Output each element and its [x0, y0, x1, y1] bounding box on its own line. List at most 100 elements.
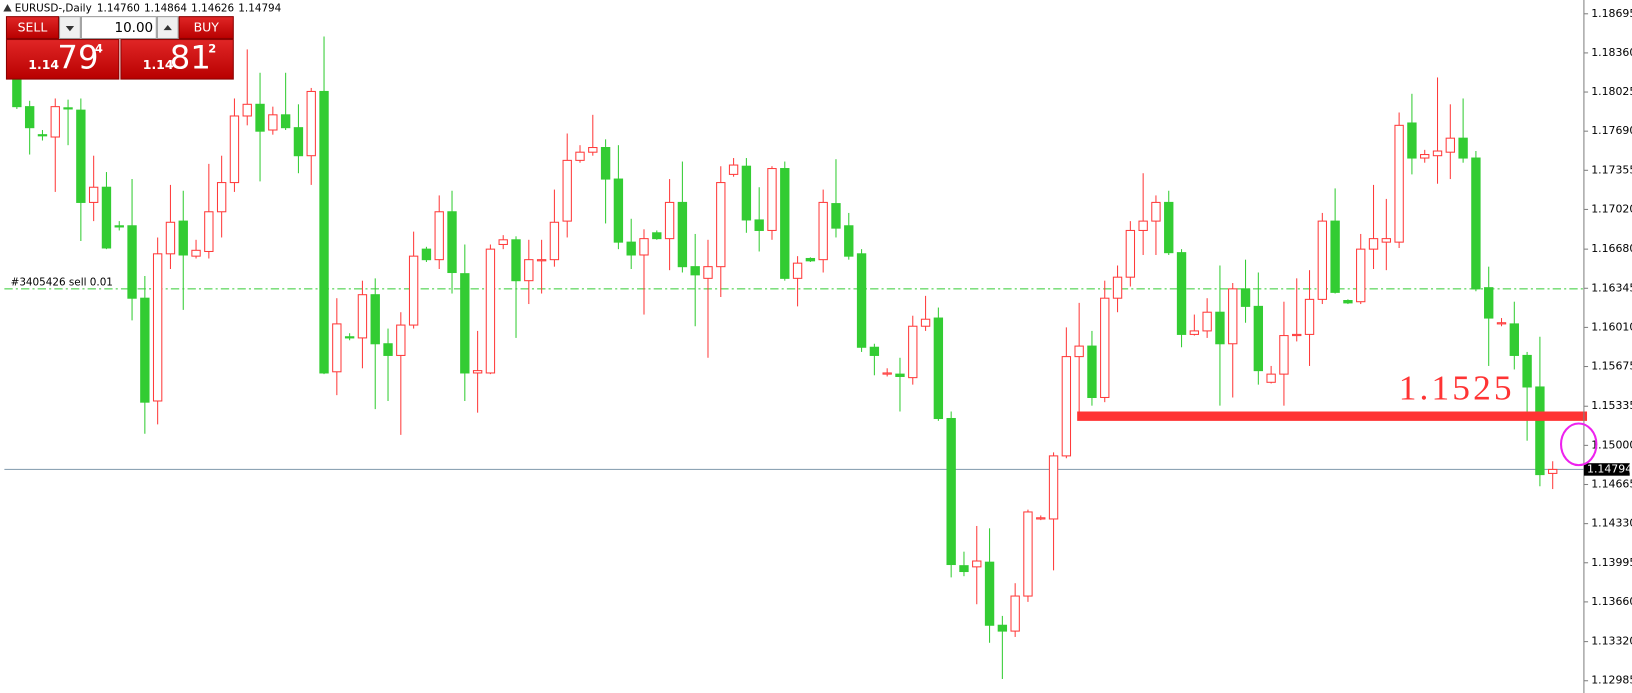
candle-body	[805, 257, 816, 262]
candle-body	[1535, 386, 1545, 476]
candle-body	[12, 76, 22, 108]
y-tick-label: 1.16345	[1591, 281, 1632, 294]
y-tick-label: 1.14330	[1591, 517, 1632, 530]
header-icon	[3, 4, 12, 12]
candle-body	[1266, 373, 1276, 383]
candle-body	[1023, 511, 1033, 597]
y-tick-label: 1.14665	[1591, 478, 1632, 491]
candle-body	[140, 297, 150, 403]
buy-button[interactable]	[178, 16, 234, 40]
candle-body	[1471, 157, 1481, 290]
candle-body	[114, 225, 124, 228]
y-tick-label: 1.13995	[1591, 556, 1632, 569]
y-tick-label: 1.16010	[1591, 320, 1632, 333]
candle-body	[293, 127, 304, 157]
candle-body	[728, 164, 739, 175]
candle-body	[165, 221, 176, 255]
candle-body	[1151, 201, 1161, 222]
candle-body	[895, 373, 905, 377]
candle-body	[1164, 201, 1174, 254]
candle-body	[396, 324, 406, 356]
candle-body	[882, 372, 892, 375]
candle-body	[613, 178, 624, 243]
candle-body	[1189, 330, 1200, 335]
candle-body	[255, 103, 265, 132]
candle-body	[792, 262, 803, 279]
y-tick-label: 1.17020	[1591, 202, 1632, 215]
buy-price-box[interactable]	[120, 39, 234, 80]
candle-body	[408, 255, 419, 326]
candle-body	[1074, 345, 1084, 358]
candle-body	[332, 323, 342, 373]
candle-body	[37, 134, 48, 137]
up-arrow	[163, 24, 172, 31]
candle-body	[690, 266, 700, 276]
candle-body	[818, 201, 828, 261]
candle-body	[562, 159, 572, 222]
candle-body	[946, 417, 956, 566]
candle-body	[997, 624, 1008, 632]
sell-label[interactable]: SELL	[18, 20, 48, 35]
candle-body	[344, 336, 355, 339]
ohlc-low: 1.14626	[191, 2, 234, 14]
order-label: #3405426 sell 0.01	[11, 277, 113, 289]
candle-body	[1445, 137, 1455, 153]
candle-body	[498, 239, 508, 245]
y-tick-label: 1.15675	[1591, 360, 1632, 373]
candle-body	[588, 147, 598, 153]
candle-body	[844, 225, 854, 257]
candle-body	[984, 561, 995, 626]
candle-body	[780, 168, 790, 279]
candle-body	[856, 253, 867, 348]
candle-body	[1509, 323, 1519, 356]
header: EURUSD-,Daily 1.14760 1.14864 1.14626 1.1479…	[0, 0, 282, 16]
candle-body	[600, 147, 611, 180]
sell-price-box[interactable]	[5, 39, 120, 80]
sell-fraction: 4	[95, 41, 103, 55]
candle-body	[357, 294, 368, 339]
highlight-circle	[1559, 422, 1598, 467]
candle-body	[280, 114, 291, 129]
down-arrow	[65, 26, 75, 32]
y-tick-label: 1.13320	[1591, 635, 1632, 648]
candle-body	[664, 201, 675, 240]
candle-body	[536, 259, 547, 262]
candle-body	[677, 201, 688, 268]
lots-input[interactable]	[80, 16, 157, 40]
candle-body	[101, 186, 112, 249]
ohlc-high: 1.14864	[144, 2, 187, 14]
candle-body	[703, 266, 713, 279]
candle-body	[127, 225, 137, 299]
candle-body	[869, 346, 880, 356]
candle-body	[1496, 322, 1507, 325]
candle-body	[1112, 276, 1123, 299]
candle-body	[511, 239, 521, 282]
candle-body	[767, 168, 777, 231]
sell-button[interactable]	[5, 16, 60, 40]
candle-body	[447, 211, 457, 274]
candle-body	[76, 109, 86, 203]
candle-body	[575, 151, 585, 161]
candle-body	[626, 241, 636, 256]
y-tick-label: 1.13660	[1591, 595, 1632, 608]
candle-body	[319, 90, 329, 374]
candle-body	[1087, 345, 1097, 399]
candle-body	[24, 106, 35, 129]
candle-body	[152, 253, 163, 402]
candle-body	[716, 182, 726, 268]
y-tick-label: 1.15335	[1591, 399, 1632, 412]
candle-body	[1381, 238, 1392, 243]
buy-fraction: 2	[208, 41, 216, 55]
candle-body	[306, 90, 316, 157]
candle-body	[63, 107, 73, 110]
lots-value[interactable]: 10.00	[114, 20, 153, 36]
candle-body	[370, 294, 380, 345]
candle-body	[1458, 137, 1468, 159]
y-tick-label: 1.17355	[1591, 163, 1632, 176]
candle-body	[1253, 305, 1264, 372]
candle-body	[472, 370, 483, 374]
y-tick-label: 1.17690	[1591, 124, 1632, 137]
buy-label[interactable]: BUY	[194, 20, 220, 35]
candle-body	[831, 203, 841, 229]
